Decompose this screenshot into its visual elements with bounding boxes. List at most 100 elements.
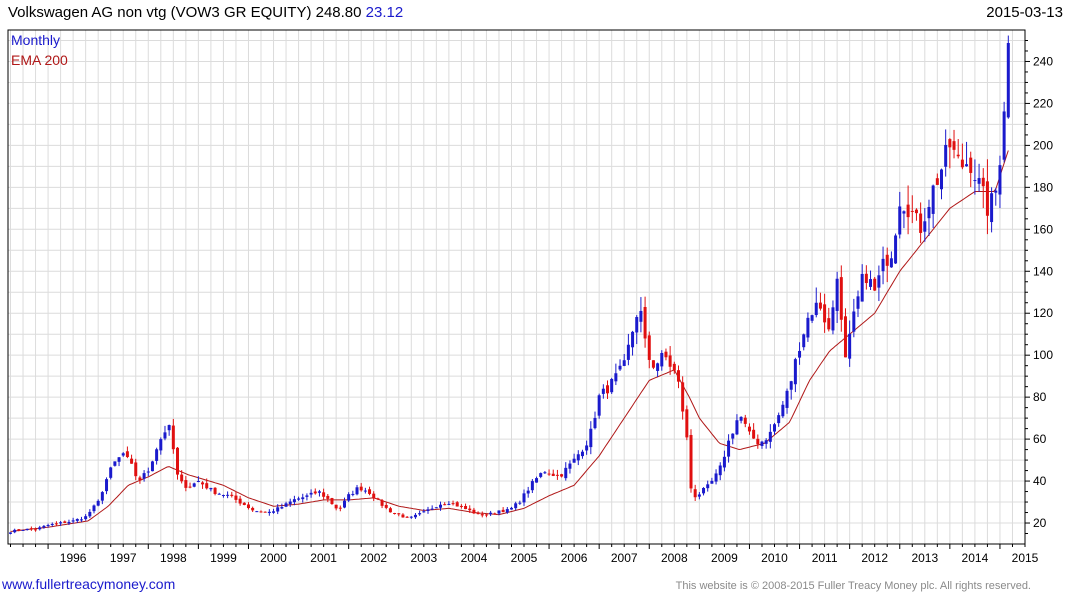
candle-body [706,484,710,489]
candle-body [217,493,221,495]
title-text: Volkswagen AG non vtg (VOW3 GR EQUITY) 2… [8,4,362,21]
candle-body [597,395,601,416]
candle-body [338,507,342,509]
candle-body [739,416,743,421]
candle-body [309,492,313,495]
x-tick-label: 2006 [561,551,588,565]
candle-body [990,193,994,223]
candle-body [885,254,889,266]
candle-body [727,440,731,457]
candle-body [242,502,246,506]
candle-body [284,503,288,507]
candle-body [255,511,259,513]
website-link[interactable]: www.fullertreacymoney.com [2,576,176,592]
candle-body [560,474,564,477]
candle-body [1002,111,1006,160]
candle-body [230,494,234,496]
candle-body [777,415,781,424]
candle-body [334,504,338,509]
copyright-notice: This website is © 2008-2015 Fuller Treac… [675,580,1031,592]
candle-body [618,365,622,370]
candle-body [259,511,263,513]
candle-body [418,513,422,515]
candle-body [656,363,660,371]
candle-body [13,529,17,533]
legend: Monthly EMA 200 [11,32,68,68]
candle-body [927,206,931,219]
candle-body [514,503,518,509]
candle-body [969,157,973,173]
candle-body [355,487,359,495]
candle-body [138,477,142,481]
candle-body [150,461,154,472]
candle-body [848,333,852,359]
candle-body [944,144,948,167]
candle-body [42,525,46,528]
candle-body [493,513,497,515]
candle-body [914,209,918,214]
candle-body [209,487,213,490]
candle-body [785,390,789,408]
y-tick-label: 140 [1033,264,1053,278]
candle-body [965,164,969,167]
candle-body [188,486,192,488]
candle-body [530,481,534,491]
candle-body [34,529,38,531]
candle-body [606,385,610,394]
candle-body [635,317,639,333]
candle-body [710,480,714,484]
candle-body [142,473,146,479]
candle-body [288,501,292,505]
candle-body [292,499,296,503]
candle-body [17,529,21,531]
candle-body [347,494,351,501]
candle-body [985,181,989,216]
y-tick-label: 220 [1033,96,1053,110]
candle-body [752,429,756,439]
candle-body [831,307,835,331]
candle-body [572,458,576,463]
candle-body [489,512,493,515]
x-tick-label: 2005 [511,551,538,565]
candle-body [426,509,430,511]
candle-body [956,154,960,157]
candle-body [413,514,417,518]
candle-body [543,472,547,474]
candle-body [326,495,330,499]
candle-body [75,518,79,521]
candle-body [722,456,726,468]
y-tick-label: 200 [1033,138,1053,152]
candle-body [79,519,83,521]
candle-body [497,510,501,514]
candle-body [814,302,818,316]
candle-body [806,317,810,338]
candle-body [105,479,109,492]
candle-body [246,504,250,509]
x-tick-label: 2002 [360,551,387,565]
legend-item: Monthly [11,32,60,48]
candle-body [551,473,555,476]
candle-body [580,451,584,457]
candle-body [368,489,372,494]
candle-body [501,509,505,513]
candle-body [100,492,104,501]
x-tick-label: 2014 [962,551,989,565]
candle-body [827,318,831,330]
candle-body [522,493,526,503]
chart-date: 2015-03-13 [986,4,1063,21]
candle-body [226,494,230,496]
candle-body [823,304,827,323]
candle-body [702,487,706,494]
candle-body [564,467,568,479]
candle-body [589,428,593,448]
candle-body [647,335,651,360]
candle-body [397,513,401,515]
candle-body [931,185,935,214]
candle-body [781,404,785,417]
candle-body [405,516,409,518]
candle-body [898,206,902,235]
candle-body [593,417,597,429]
candle-body [184,480,188,488]
candle-body [651,360,655,368]
candle-body [213,487,217,494]
